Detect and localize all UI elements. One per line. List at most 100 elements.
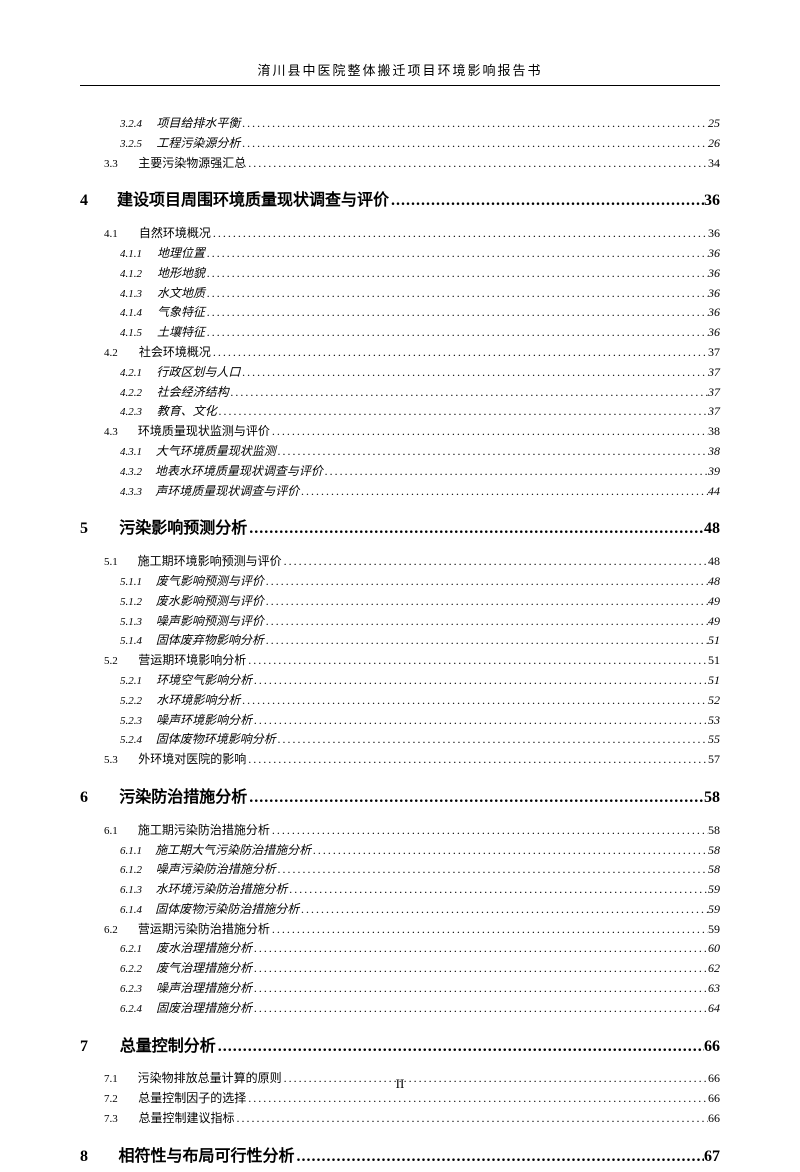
toc-leader-dots: ........................................… (264, 572, 708, 592)
toc-number: 4.3.2 (80, 463, 148, 481)
toc-number: 6.2.3 (80, 980, 148, 998)
toc-entry: 4.1.5土壤特征...............................… (80, 323, 720, 343)
toc-label: 总量控制分析 (120, 1033, 216, 1062)
toc-label: 大气环境质量现状监测 (156, 442, 276, 462)
toc-leader-dots: ........................................… (247, 515, 704, 544)
toc-entry: 4.2.2社会经济结构.............................… (80, 383, 720, 403)
toc-number: 4.1.2 (80, 265, 148, 283)
toc-label: 噪声影响预测与评价 (156, 612, 264, 632)
toc-leader-dots: ........................................… (240, 114, 708, 134)
toc-entry: 6.2.2废气治理措施分析...........................… (80, 959, 720, 979)
toc-leader-dots: ........................................… (276, 860, 708, 880)
toc-number: 5.2.4 (80, 731, 148, 749)
toc-leader-dots: ........................................… (205, 323, 708, 343)
toc-entry: 6.2.3噪声治理措施分析...........................… (80, 979, 720, 999)
toc-page: 51 (708, 651, 720, 671)
toc-leader-dots: ........................................… (323, 462, 708, 482)
toc-label: 地理位置 (157, 244, 205, 264)
toc-page: 67 (704, 1143, 720, 1172)
toc-page: 38 (708, 422, 720, 442)
toc-page: 52 (708, 691, 720, 711)
toc-entry: 6.1.4固体废物污染防治措施分析.......................… (80, 900, 720, 920)
toc-entry: 5.1.2废水影响预测与评价..........................… (80, 592, 720, 612)
toc-label: 项目给排水平衡 (156, 114, 240, 134)
toc-number: 4 (80, 187, 112, 216)
toc-number: 7.2 (80, 1090, 130, 1108)
toc-number: 4.1.5 (80, 324, 148, 342)
toc-number: 3.3 (80, 155, 130, 173)
page-header-title: 淯川县中医院整体搬迁项目环境影响报告书 (80, 60, 720, 86)
toc-label: 固体废物污染防治措施分析 (155, 900, 299, 920)
toc-number: 4.1 (80, 225, 130, 243)
toc-page: 55 (708, 730, 720, 750)
toc-entry: 5.2营运期环境影响分析............................… (80, 651, 720, 671)
toc-number: 4.1.4 (80, 304, 148, 322)
toc-leader-dots: ........................................… (247, 784, 704, 813)
toc-label: 自然环境概况 (139, 224, 211, 244)
toc-leader-dots: ........................................… (270, 920, 708, 940)
toc-number: 6.2.1 (80, 940, 148, 958)
toc-entry: 4.2社会环境概况...............................… (80, 343, 720, 363)
toc-entry: 4.2.1行政区划与人口............................… (80, 363, 720, 383)
toc-entry: 4.1自然环境概况...............................… (80, 224, 720, 244)
toc-page: 51 (708, 631, 720, 651)
toc-leader-dots: ........................................… (299, 900, 708, 920)
toc-leader-dots: ........................................… (205, 284, 708, 304)
toc-entry: 4.2.3教育、文化..............................… (80, 402, 720, 422)
toc-label: 营运期污染防治措施分析 (138, 920, 270, 940)
toc-page: 49 (708, 592, 720, 612)
toc-label: 外环境对医院的影响 (138, 750, 246, 770)
toc-entry: 6.2营运期污染防治措施分析..........................… (80, 920, 720, 940)
toc-label: 环境空气影响分析 (156, 671, 252, 691)
toc-entry: 5.3外环境对医院的影响............................… (80, 750, 720, 770)
toc-leader-dots: ........................................… (240, 134, 708, 154)
toc-leader-dots: ........................................… (229, 383, 708, 403)
toc-page: 36 (708, 244, 720, 264)
toc-entry: 3.3主要污染物源强汇总............................… (80, 154, 720, 174)
toc-number: 5.3 (80, 751, 130, 769)
toc-leader-dots: ........................................… (205, 264, 708, 284)
toc-page: 48 (708, 552, 720, 572)
toc-leader-dots: ........................................… (288, 880, 708, 900)
toc-leader-dots: ........................................… (276, 730, 708, 750)
toc-leader-dots: ........................................… (252, 959, 708, 979)
toc-entry: 4.3.1大气环境质量现状监测.........................… (80, 442, 720, 462)
toc-entry: 4.3环境质量现状监测与评价..........................… (80, 422, 720, 442)
toc-label: 总量控制因子的选择 (138, 1089, 246, 1109)
toc-label: 地形地貌 (157, 264, 205, 284)
toc-leader-dots: ........................................… (217, 402, 708, 422)
toc-label: 声环境质量现状调查与评价 (155, 482, 299, 502)
toc-leader-dots: ........................................… (264, 631, 708, 651)
toc-label: 废气影响预测与评价 (156, 572, 264, 592)
toc-number: 3.2.4 (80, 115, 148, 133)
toc-entry: 4.1.3水文地质...............................… (80, 284, 720, 304)
toc-entry: 4.3.3声环境质量现状调查与评价.......................… (80, 482, 720, 502)
toc-page: 59 (708, 880, 720, 900)
toc-label: 工程污染源分析 (156, 134, 240, 154)
toc-leader-dots: ........................................… (211, 343, 708, 363)
toc-label: 相符性与布局可行性分析 (118, 1143, 294, 1172)
toc-page: 63 (708, 979, 720, 999)
toc-label: 噪声治理措施分析 (156, 979, 252, 999)
toc-entry: 3.2.5工程污染源分析............................… (80, 134, 720, 154)
toc-page: 64 (708, 999, 720, 1019)
toc-page: 36 (704, 187, 720, 216)
toc-number: 4.3 (80, 423, 130, 441)
toc-label: 施工期大气污染防治措施分析 (155, 841, 311, 861)
toc-leader-dots: ........................................… (205, 303, 708, 323)
toc-label: 水环境影响分析 (156, 691, 240, 711)
toc-label: 噪声环境影响分析 (156, 711, 252, 731)
toc-leader-dots: ........................................… (246, 154, 708, 174)
toc-label: 固废治理措施分析 (156, 999, 252, 1019)
toc-page: 48 (708, 572, 720, 592)
toc-entry: 5.2.2水环境影响分析............................… (80, 691, 720, 711)
toc-page: 48 (704, 515, 720, 544)
toc-number: 4.3.3 (80, 483, 148, 501)
toc-entry: 8相符性与布局可行性分析............................… (80, 1143, 720, 1172)
toc-leader-dots: ........................................… (270, 422, 708, 442)
toc-number: 6 (80, 784, 112, 813)
toc-entry: 7.2总量控制因子的选择............................… (80, 1089, 720, 1109)
toc-number: 6.1.1 (80, 842, 148, 860)
table-of-contents: 3.2.4 项目给排水平衡............................… (80, 114, 720, 1172)
toc-number: 5.2 (80, 652, 130, 670)
